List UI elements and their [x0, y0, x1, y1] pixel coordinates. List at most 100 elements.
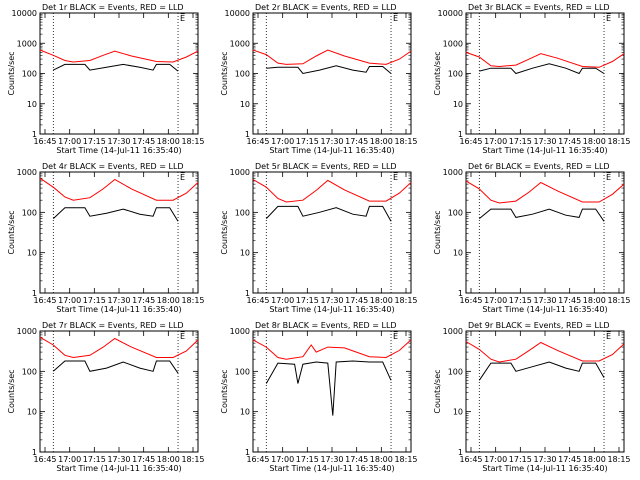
- y-axis-label: Counts/sec: [433, 210, 442, 254]
- y-tick-label: 1000: [230, 168, 250, 177]
- x-tick-label: 18:00: [370, 455, 393, 464]
- x-tick-label: 17:00: [484, 455, 507, 464]
- x-tick-label: 17:45: [132, 455, 155, 464]
- panel-title: Det 6r BLACK = Events, RED = LLD: [468, 162, 610, 171]
- x-tick-label: 18:00: [583, 137, 606, 146]
- y-tick-label: 1: [32, 289, 37, 298]
- panel-det-7r: Det 7r BLACK = Events, RED = LLD 1 10 100 10…: [7, 321, 205, 473]
- series-events-line: [53, 63, 179, 72]
- x-tick-label: 17:45: [132, 296, 155, 305]
- x-tick-label: 17:00: [58, 455, 81, 464]
- series-events-line: [265, 360, 392, 416]
- plot-frame: [465, 171, 625, 294]
- x-tick-label: 17:00: [58, 137, 81, 146]
- plot-frame: [465, 12, 625, 135]
- legend-glyph: E̅: [393, 172, 399, 182]
- x-axis-label: Start Time (14-Jul-11 16:35:40): [56, 146, 181, 155]
- x-tick-label: 17:15: [509, 455, 532, 464]
- y-tick-label: 100: [448, 70, 463, 79]
- x-tick-label: 16:45: [246, 137, 269, 146]
- x-tick-label: 17:30: [320, 296, 343, 305]
- x-tick-label: 16:45: [246, 455, 269, 464]
- x-tick-label: 17:15: [83, 455, 106, 464]
- panel-det-2r: Det 2r BLACK = Events, RED = LLD 1 10 100 10…: [220, 3, 418, 155]
- panel-det-3r: Det 3r BLACK = Events, RED = LLD 1 10 100 10…: [433, 3, 631, 155]
- series-events-line: [52, 360, 179, 374]
- panel-det-1r: Det 1r BLACK = Events, RED = LLD 1 10 100 10…: [7, 3, 205, 155]
- y-tick-label: 10: [453, 249, 463, 258]
- x-tick-label: 16:45: [33, 455, 56, 464]
- panel-title: Det 7r BLACK = Events, RED = LLD: [42, 321, 184, 330]
- x-tick-label: 17:30: [320, 137, 343, 146]
- panel-det-4r: Det 4r BLACK = Events, RED = LLD 1 10 100 10…: [7, 162, 205, 314]
- x-tick-label: 17:00: [484, 137, 507, 146]
- x-tick-label: 17:15: [509, 137, 532, 146]
- panel-title: Det 3r BLACK = Events, RED = LLD: [468, 3, 610, 12]
- y-tick-label: 100: [235, 70, 250, 79]
- legend-glyph: E̅: [393, 331, 399, 341]
- x-tick-label: 17:15: [296, 137, 319, 146]
- x-tick-label: 17:30: [107, 296, 130, 305]
- series-lld-line: [39, 49, 199, 63]
- x-tick-label: 16:45: [459, 296, 482, 305]
- x-axis-label: Start Time (14-Jul-11 16:35:40): [269, 146, 394, 155]
- x-tick-label: 18:15: [607, 455, 630, 464]
- y-tick-label: 1000: [230, 327, 250, 336]
- x-tick-label: 17:30: [107, 455, 130, 464]
- series-lld-line: [252, 179, 412, 203]
- y-tick-label: 1000: [17, 327, 37, 336]
- plot-frame: [252, 12, 412, 135]
- x-tick-label: 17:45: [132, 137, 155, 146]
- x-tick-label: 18:15: [181, 296, 204, 305]
- series-lld-line: [252, 49, 412, 65]
- x-tick-label: 18:00: [157, 137, 180, 146]
- series-events-line: [266, 65, 392, 75]
- x-tick-label: 18:15: [394, 455, 417, 464]
- legend-glyph: E̅: [180, 172, 186, 182]
- y-axis-label: Counts/sec: [220, 369, 229, 413]
- x-tick-label: 17:00: [271, 137, 294, 146]
- y-tick-label: 10: [27, 100, 37, 109]
- plot-frame: [465, 330, 625, 453]
- y-tick-label: 10000: [12, 9, 37, 18]
- x-tick-label: 17:15: [296, 455, 319, 464]
- series-lld-line: [39, 336, 199, 359]
- panel-title: Det 1r BLACK = Events, RED = LLD: [42, 3, 184, 12]
- y-tick-label: 1000: [17, 168, 37, 177]
- series-lld-line: [465, 51, 625, 68]
- x-tick-label: 17:30: [533, 137, 556, 146]
- y-axis-label: Counts/sec: [220, 51, 229, 95]
- y-tick-label: 10000: [225, 9, 250, 18]
- x-axis-label: Start Time (14-Jul-11 16:35:40): [482, 146, 607, 155]
- x-axis-label: Start Time (14-Jul-11 16:35:40): [56, 464, 181, 473]
- y-tick-label: 1: [245, 130, 250, 139]
- series-events-line: [478, 208, 605, 222]
- y-axis-label: Counts/sec: [7, 51, 16, 95]
- y-tick-label: 1: [32, 130, 37, 139]
- y-tick-label: 100: [22, 70, 37, 79]
- series-lld-line: [465, 180, 625, 204]
- x-tick-label: 16:45: [459, 137, 482, 146]
- y-tick-label: 10000: [438, 9, 463, 18]
- y-tick-label: 100: [448, 208, 463, 217]
- x-tick-label: 16:45: [33, 296, 56, 305]
- y-tick-label: 1: [458, 448, 463, 457]
- panel-title: Det 4r BLACK = Events, RED = LLD: [42, 162, 184, 171]
- x-axis-label: Start Time (14-Jul-11 16:35:40): [269, 305, 394, 314]
- series-lld-line: [465, 341, 625, 363]
- x-tick-label: 16:45: [246, 296, 269, 305]
- x-tick-label: 18:00: [370, 296, 393, 305]
- y-tick-label: 1: [458, 130, 463, 139]
- x-tick-label: 18:15: [607, 137, 630, 146]
- series-events-line: [479, 63, 605, 75]
- x-tick-label: 18:15: [394, 137, 417, 146]
- x-tick-label: 17:30: [533, 455, 556, 464]
- x-tick-label: 18:15: [181, 455, 204, 464]
- x-tick-label: 17:00: [271, 296, 294, 305]
- y-tick-label: 100: [448, 367, 463, 376]
- x-tick-label: 18:15: [607, 296, 630, 305]
- y-tick-label: 1000: [443, 39, 463, 48]
- x-tick-label: 18:00: [583, 455, 606, 464]
- series-events-line: [478, 361, 605, 381]
- y-tick-label: 1: [245, 448, 250, 457]
